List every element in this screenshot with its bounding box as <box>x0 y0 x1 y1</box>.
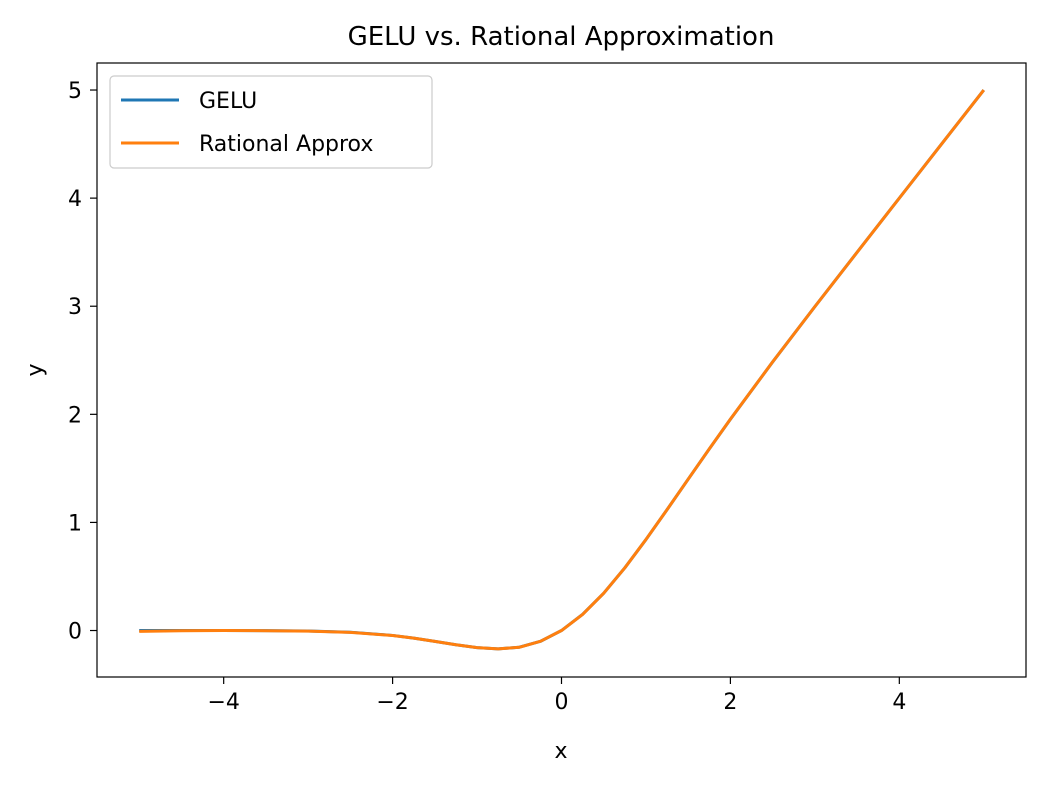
y-tick-label: 5 <box>68 79 82 104</box>
chart-title: GELU vs. Rational Approximation <box>348 22 775 52</box>
x-axis-label: x <box>554 739 567 764</box>
legend: GELU Rational Approx <box>109 75 433 169</box>
y-tick-label: 2 <box>68 403 82 428</box>
y-axis-label: y <box>23 363 48 376</box>
legend-frame <box>109 75 433 169</box>
x-tick-label: 2 <box>723 690 737 715</box>
legend-label-rational-approx: Rational Approx <box>199 132 373 157</box>
x-tick-label: −4 <box>207 690 239 715</box>
x-tick-label: −2 <box>376 690 408 715</box>
series-layer <box>139 89 985 651</box>
y-tick-label: 3 <box>68 295 82 320</box>
y-tick-label: 4 <box>68 187 82 212</box>
legend-label-gelu: GELU <box>199 89 257 114</box>
series-line-rational-approx <box>139 89 985 651</box>
y-axis-ticks: 0 1 2 3 4 5 <box>68 79 97 645</box>
x-tick-label: 4 <box>892 690 906 715</box>
y-tick-label: 1 <box>68 511 82 536</box>
y-tick-label: 0 <box>68 620 82 645</box>
x-axis-ticks: −4 −2 0 2 4 <box>207 677 906 715</box>
x-tick-label: 0 <box>555 690 569 715</box>
